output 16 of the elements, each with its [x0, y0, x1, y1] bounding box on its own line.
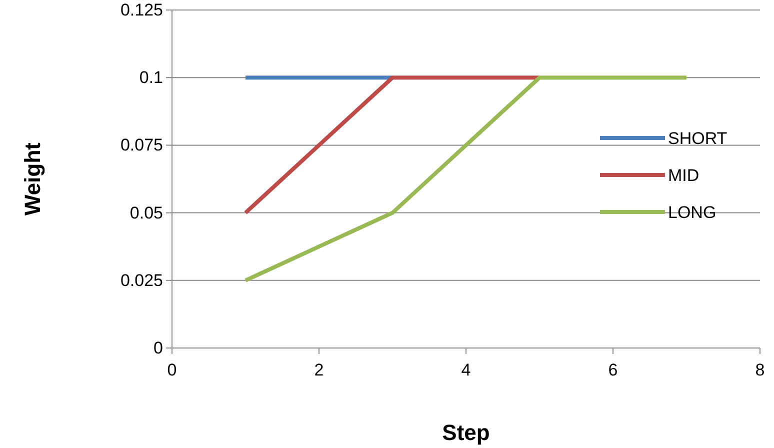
legend-label: SHORT	[668, 129, 728, 148]
y-tick-label: 0	[154, 338, 163, 358]
y-tick-label: 0.025	[120, 270, 163, 290]
x-axis-title: Step	[442, 420, 490, 445]
y-axis-title: Weight	[20, 142, 45, 216]
y-tick-label: 0.075	[120, 136, 163, 155]
legend-label: LONG	[668, 203, 716, 222]
y-tick-label: 0.05	[130, 203, 163, 222]
x-tick-label: 0	[167, 360, 177, 380]
x-tick-label: 8	[755, 360, 765, 380]
x-tick-label: 4	[461, 360, 471, 380]
y-tick-label: 0.1	[139, 68, 163, 88]
x-tick-label: 6	[608, 360, 618, 380]
y-tick-label: 0.125	[120, 0, 163, 20]
legend-label: MID	[668, 166, 700, 185]
x-tick-label: 2	[314, 360, 324, 380]
